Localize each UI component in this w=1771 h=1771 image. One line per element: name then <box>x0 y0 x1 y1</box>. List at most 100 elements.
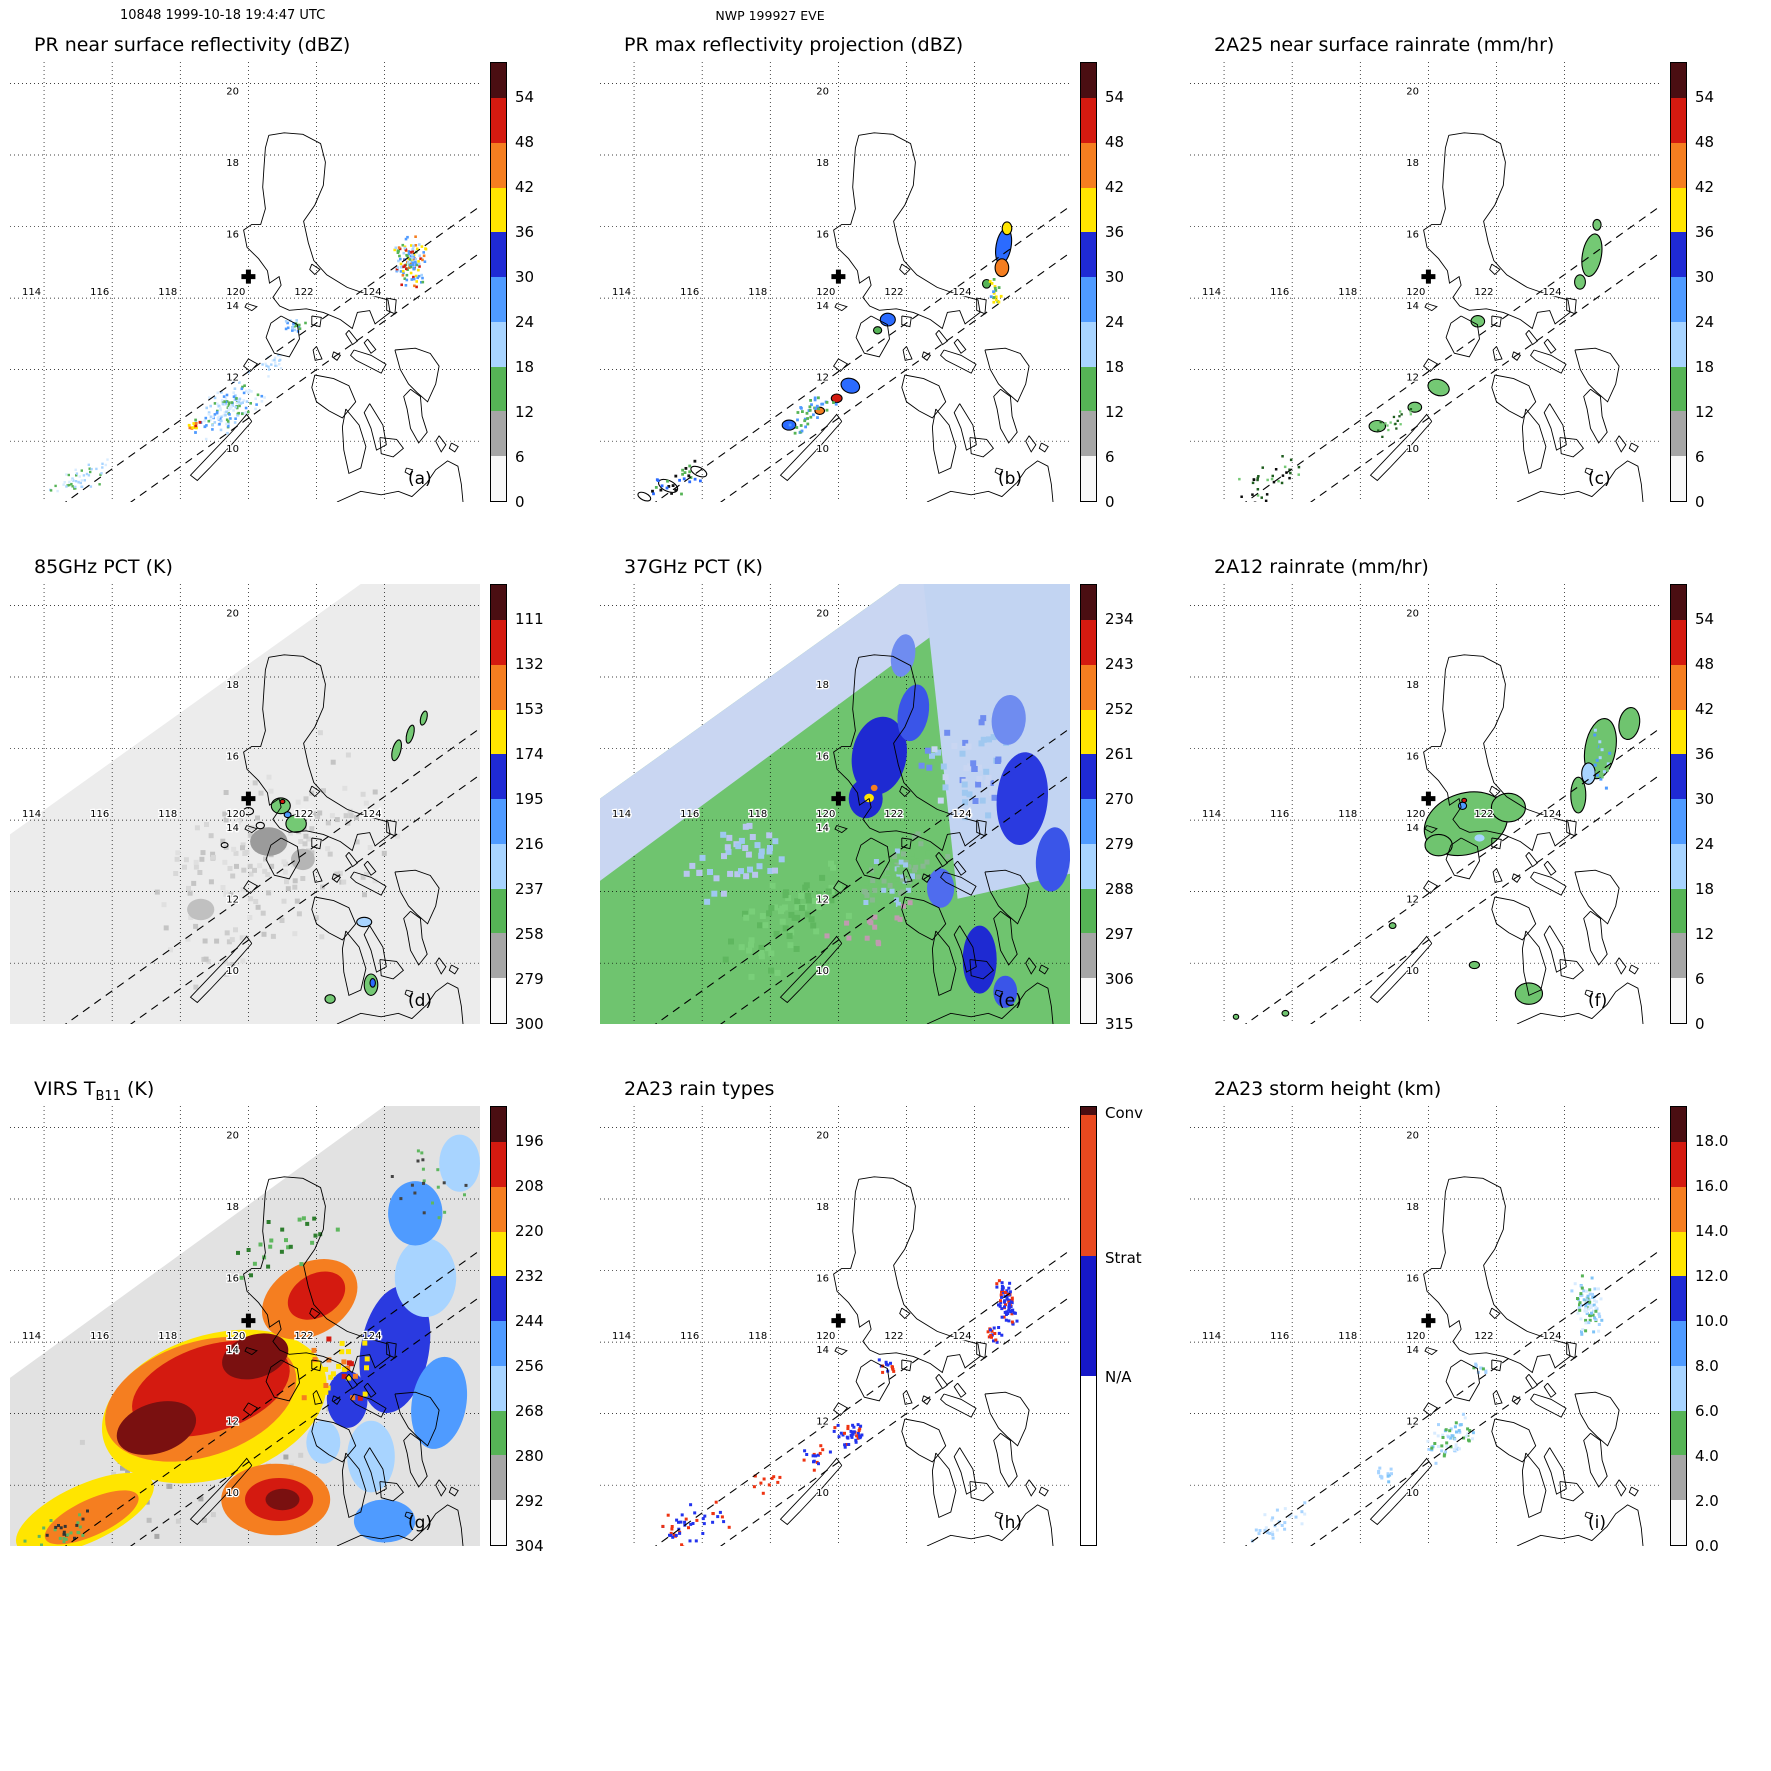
svg-text:114: 114 <box>612 809 631 820</box>
latlon-grid <box>1190 62 1660 502</box>
svg-text:20: 20 <box>816 87 829 98</box>
colorbar-tick-label: 6 <box>515 448 525 467</box>
svg-text:18: 18 <box>1406 1202 1419 1213</box>
svg-text:18: 18 <box>226 158 239 169</box>
svg-text:118: 118 <box>1338 287 1357 298</box>
svg-text:124: 124 <box>363 809 382 820</box>
colorbar-labels: 54 48 42 36 30 24 18 12 6 0 <box>515 62 581 511</box>
grid-tick-labels: 114 116 118 120 122 124 10 12 14 16 18 20 <box>611 1129 973 1500</box>
grid-tick-labels: 114 116 118 120 122 124 10 12 14 16 18 20 <box>611 85 973 456</box>
svg-text:120: 120 <box>226 809 245 820</box>
rain-pixel-cluster <box>661 1500 731 1546</box>
svg-text:14: 14 <box>816 1345 829 1356</box>
data-blob <box>830 393 843 404</box>
panel-title: 85GHz PCT (K) <box>34 556 173 582</box>
colorbar-tick-label: 18 <box>1105 358 1125 377</box>
svg-text:118: 118 <box>158 809 177 820</box>
data-blob <box>962 925 997 994</box>
map-canvas: 114 116 118 120 122 124 10 12 14 16 18 20 (d) <box>10 584 480 1024</box>
data-blob <box>870 784 878 792</box>
colorbar-tick-label: 12.0 <box>1695 1267 1729 1286</box>
data-blob <box>287 1271 346 1320</box>
swath-edge-line <box>1310 252 1660 502</box>
colorbar-tick-label: 12 <box>1695 403 1715 422</box>
data-blob <box>391 739 402 762</box>
panel-title-text: 37GHz PCT (K) <box>624 556 763 578</box>
svg-text:114: 114 <box>22 1331 41 1342</box>
swath-edge-line <box>1310 1296 1660 1546</box>
grid-tick-labels: 114 116 118 120 122 124 10 12 14 16 18 20 <box>1201 1129 1563 1500</box>
colorbar-tick-label: 258 <box>515 925 544 944</box>
colorbar-tick-label: 54 <box>1695 88 1715 107</box>
svg-text:116: 116 <box>90 287 109 298</box>
colorbar-tick-label: 12 <box>515 403 535 422</box>
colorbar-tick-label: 14.0 <box>1695 1222 1729 1241</box>
svg-text:10: 10 <box>226 966 239 977</box>
panel-title-text: 85GHz PCT (K) <box>34 556 173 578</box>
panel-title-text: PR max reflectivity projection (dBZ) <box>624 34 964 56</box>
svg-text:16: 16 <box>1406 752 1419 763</box>
swath-edge-line <box>130 1296 480 1546</box>
svg-text:114: 114 <box>1202 809 1221 820</box>
svg-text:16: 16 <box>816 752 829 763</box>
colorbar-tick-label: 300 <box>515 1015 544 1033</box>
data-blob <box>388 1181 443 1246</box>
svg-text:20: 20 <box>226 87 239 98</box>
colorbar-tick-label: 4.0 <box>1695 1447 1719 1466</box>
colorbar-tick-label: 6 <box>1105 448 1115 467</box>
colorbar-tick-label: 24 <box>1105 313 1125 332</box>
colorbar-tick-label: 54 <box>1695 610 1715 629</box>
data-blob <box>242 807 255 816</box>
svg-text:16: 16 <box>226 752 239 763</box>
data-blob <box>1592 218 1602 231</box>
svg-text:122: 122 <box>294 809 313 820</box>
data-blob <box>1424 833 1453 857</box>
swath-edge-line <box>1244 1249 1660 1546</box>
storm-center-cross-marker <box>1421 1313 1436 1328</box>
rain-pixel-cluster <box>236 1216 340 1280</box>
panel-title: PR near surface reflectivity (dBZ) <box>34 34 350 60</box>
svg-text:18: 18 <box>816 158 829 169</box>
rain-pixel-cluster <box>1238 455 1301 502</box>
svg-text:10: 10 <box>1406 1488 1419 1499</box>
data-blob <box>1232 1013 1240 1020</box>
colorbar-tick-label: 24 <box>1695 835 1715 854</box>
storm-center-cross-marker <box>241 1313 256 1328</box>
colorbar: 54 48 42 36 30 24 18 12 6 0 <box>1670 62 1762 511</box>
svg-text:122: 122 <box>1474 287 1493 298</box>
colorbar: 196 208 220 232 244 256 268 280 292 304 <box>490 1106 582 1555</box>
texture-noise <box>918 715 1010 821</box>
rain-pixel-cluster <box>788 396 838 435</box>
svg-text:12: 12 <box>816 1417 829 1428</box>
coastline <box>779 654 1054 1024</box>
data-blob <box>1581 233 1603 277</box>
svg-text:14: 14 <box>816 823 829 834</box>
colorbar-tick-label: 315 <box>1105 1015 1134 1033</box>
data-blob <box>265 1488 300 1511</box>
colorbar-tick-label: 48 <box>1695 133 1715 152</box>
svg-text:118: 118 <box>1338 1331 1357 1342</box>
panel-grid: PR near surface reflectivity (dBZ) 114 11… <box>0 26 1770 1592</box>
data-blob <box>220 842 229 849</box>
panel-letter: (a) <box>408 469 432 489</box>
svg-text:14: 14 <box>1406 1345 1419 1356</box>
rain-pixel-cluster <box>49 458 109 493</box>
map-panel-f: 2A12 rainrate (mm/hr) 114 116 118 120 122 124… <box>1180 548 1770 1070</box>
colorbar-tick-label: 270 <box>1105 790 1134 809</box>
data-blob <box>1574 274 1586 290</box>
colorbar-tick-label: 6 <box>1695 970 1705 989</box>
svg-text:18: 18 <box>1406 680 1419 691</box>
data-blob <box>1457 801 1468 810</box>
data-blob <box>872 326 883 335</box>
swath-edge-line <box>654 727 1070 1024</box>
svg-text:18: 18 <box>226 1202 239 1213</box>
colorbar-category-label: Strat <box>1105 1248 1142 1267</box>
data-blob <box>291 848 315 871</box>
svg-text:116: 116 <box>680 287 699 298</box>
colorbar: 54 48 42 36 30 24 18 12 6 0 <box>490 62 582 511</box>
swath-edge-line <box>1244 727 1660 1024</box>
data-blob <box>996 752 1049 845</box>
data-blob <box>250 827 288 856</box>
svg-text:118: 118 <box>158 1331 177 1342</box>
svg-text:20: 20 <box>816 609 829 620</box>
